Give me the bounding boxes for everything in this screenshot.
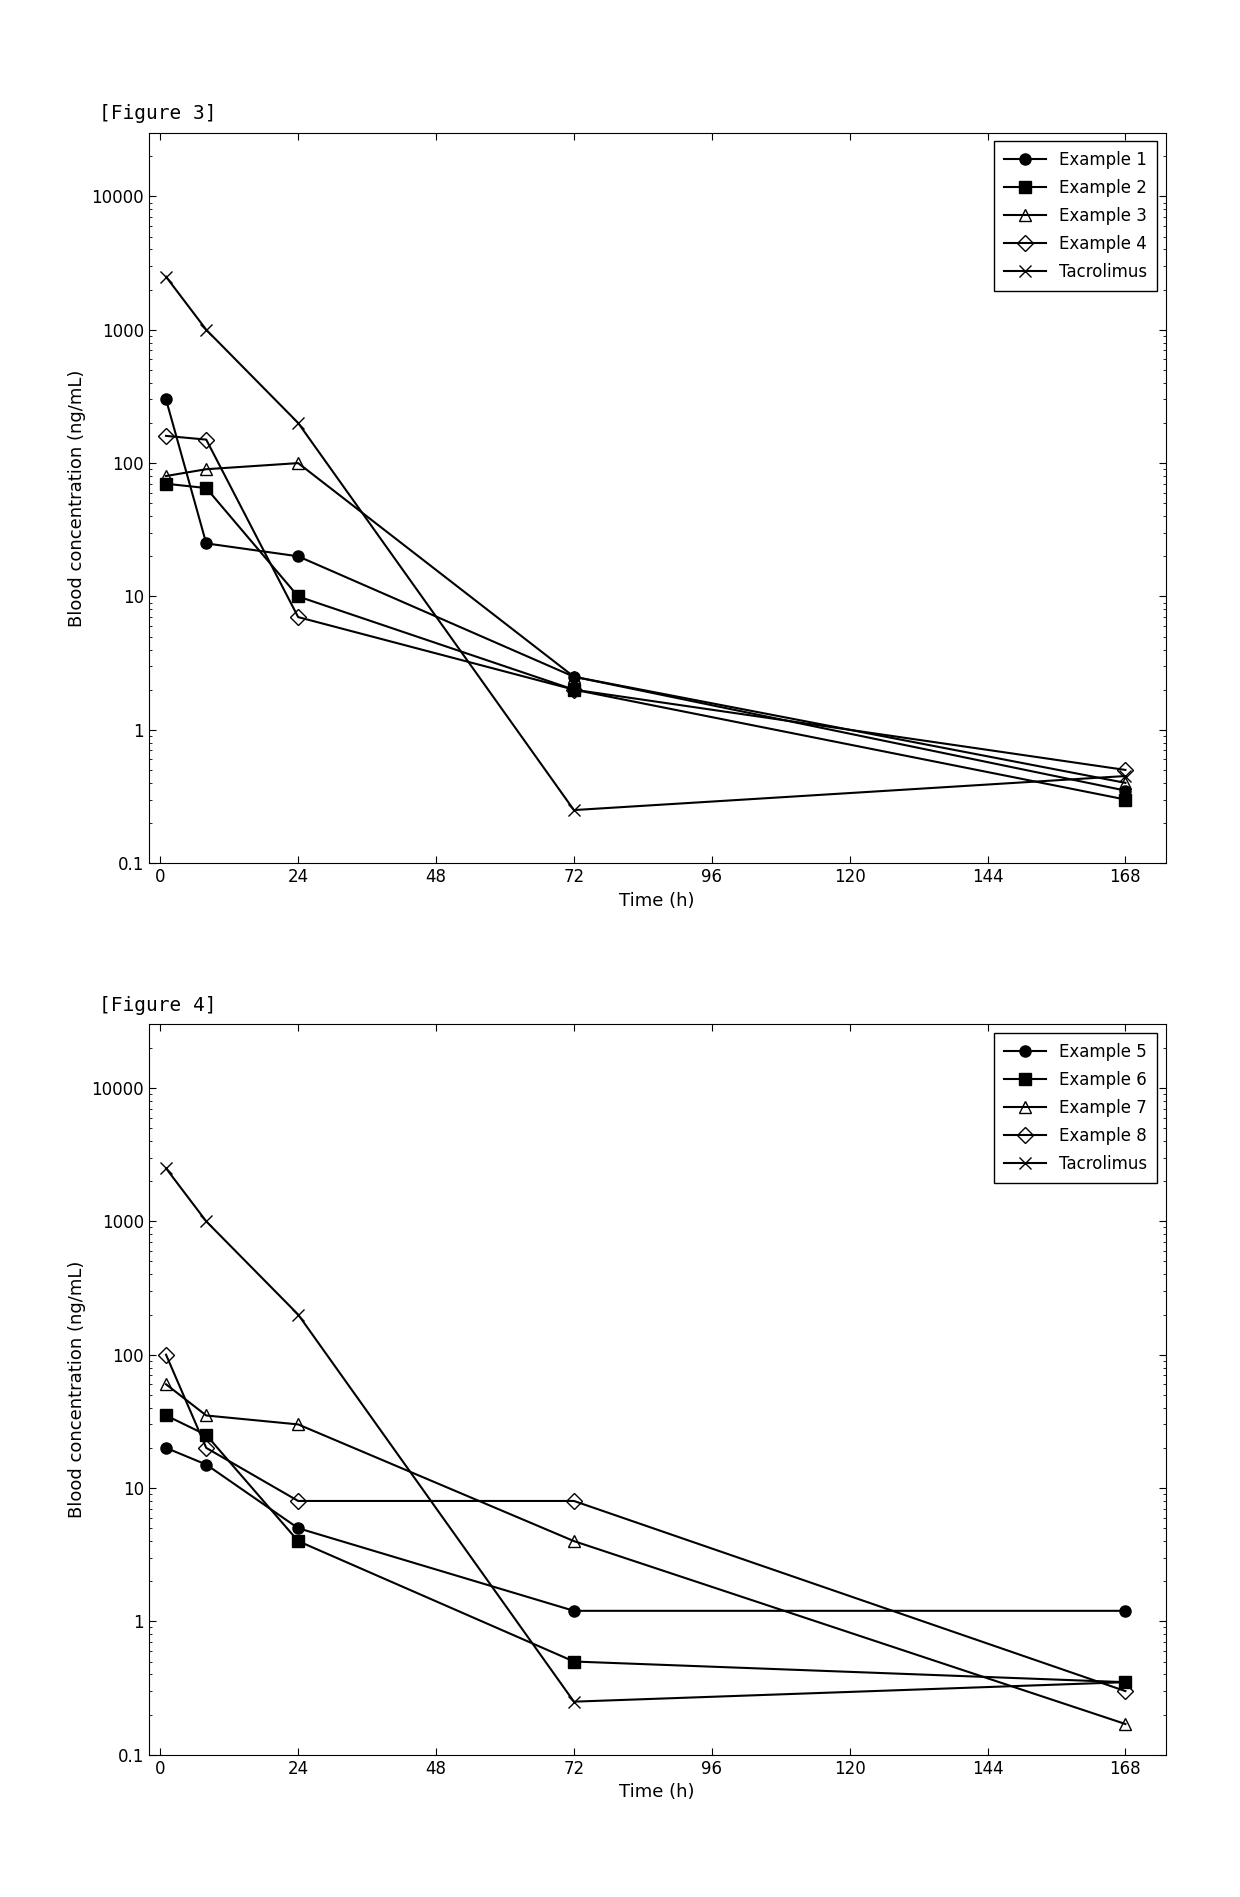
Tacrolimus [567,1690,582,1713]
Line: Tacrolimus: Tacrolimus [160,271,1131,816]
Tacrolimus [290,1303,305,1326]
Example 2 [1118,787,1133,810]
Example 3 [290,451,305,474]
Example 8 [159,1343,174,1366]
X-axis label: Time (h): Time (h) [620,1783,694,1800]
Text: [Figure 3]: [Figure 3] [99,104,217,123]
Example 7 [159,1373,174,1396]
Example 1 [567,666,582,689]
Line: Example 1: Example 1 [160,395,1131,797]
Example 2 [567,679,582,702]
Tacrolimus [198,1210,213,1233]
Example 5 [567,1599,582,1622]
Example 4 [1118,759,1133,782]
Example 6 [159,1404,174,1427]
Example 5 [1118,1599,1133,1622]
Example 6 [1118,1671,1133,1694]
Example 2 [290,584,305,607]
Line: Example 7: Example 7 [160,1379,1131,1730]
Example 5 [290,1518,305,1540]
Tacrolimus [1118,764,1133,787]
Tacrolimus [290,412,305,434]
Example 1 [1118,780,1133,802]
Example 8 [1118,1679,1133,1702]
Example 6 [290,1529,305,1552]
Tacrolimus [567,799,582,821]
Line: Tacrolimus: Tacrolimus [160,1163,1131,1707]
Tacrolimus [1118,1671,1133,1694]
Line: Example 5: Example 5 [160,1442,1131,1616]
Example 8 [198,1436,213,1459]
Example 1 [198,531,213,554]
Example 7 [198,1404,213,1427]
Example 1 [290,544,305,567]
Legend: Example 1, Example 2, Example 3, Example 4, Tacrolimus: Example 1, Example 2, Example 3, Example… [994,140,1157,290]
Text: [Figure 4]: [Figure 4] [99,996,217,1015]
Example 7 [290,1413,305,1436]
Example 8 [567,1489,582,1512]
Example 4 [198,429,213,451]
Example 4 [567,679,582,702]
Example 6 [198,1423,213,1446]
Y-axis label: Blood concentration (ng/mL): Blood concentration (ng/mL) [68,1262,86,1518]
Legend: Example 5, Example 6, Example 7, Example 8, Tacrolimus: Example 5, Example 6, Example 7, Example… [994,1032,1157,1182]
Example 5 [159,1436,174,1459]
Example 5 [198,1453,213,1476]
Line: Example 4: Example 4 [160,431,1131,776]
Example 3 [198,457,213,480]
Example 3 [1118,772,1133,795]
Tacrolimus [159,266,174,288]
Example 1 [159,389,174,412]
Line: Example 8: Example 8 [160,1349,1131,1696]
Example 6 [567,1650,582,1673]
Y-axis label: Blood concentration (ng/mL): Blood concentration (ng/mL) [68,370,86,626]
Example 3 [567,666,582,689]
Line: Example 6: Example 6 [160,1409,1131,1688]
Line: Example 2: Example 2 [160,478,1131,804]
Tacrolimus [159,1157,174,1180]
Example 8 [290,1489,305,1512]
Example 2 [159,472,174,495]
Example 2 [198,476,213,499]
Example 7 [1118,1713,1133,1736]
Example 4 [159,425,174,448]
X-axis label: Time (h): Time (h) [620,892,694,909]
Example 3 [159,465,174,488]
Tacrolimus [198,319,213,341]
Example 4 [290,605,305,628]
Line: Example 3: Example 3 [160,457,1131,789]
Example 7 [567,1529,582,1552]
